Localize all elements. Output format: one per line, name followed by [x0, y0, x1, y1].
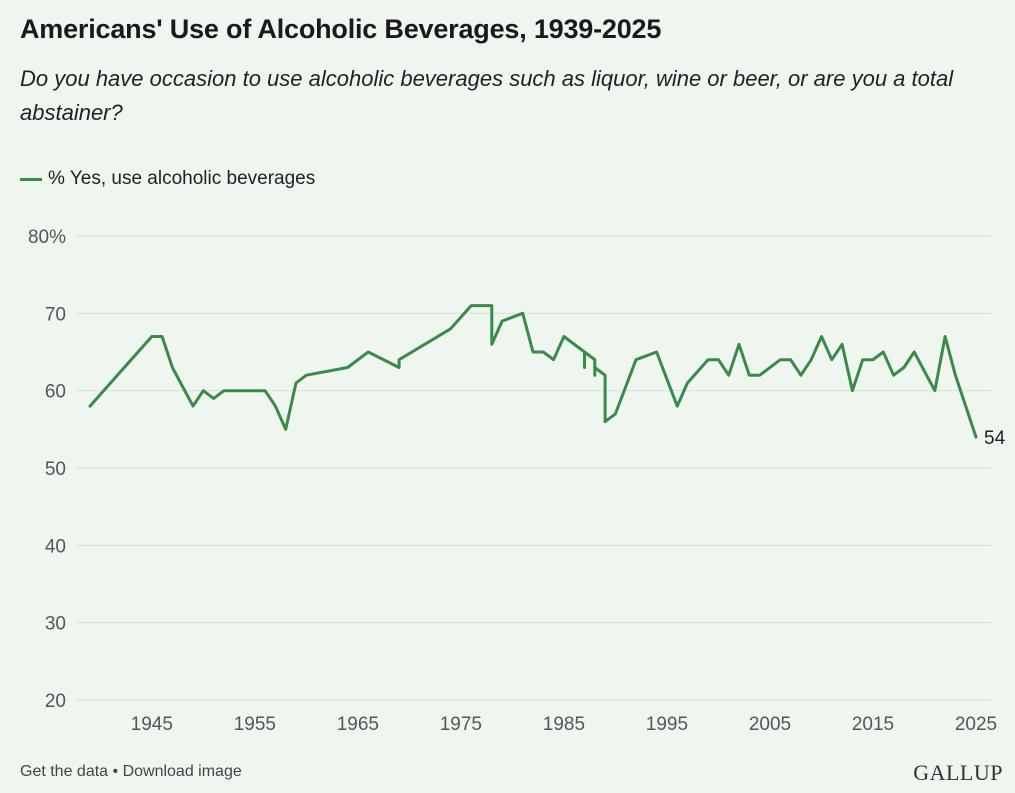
series-line-0: [88, 304, 978, 439]
y-tick-label-30: 30: [45, 614, 66, 635]
legend: % Yes, use alcoholic beverages: [20, 168, 315, 190]
footer-links: Get the data • Download image: [20, 763, 242, 781]
y-tick-label-40: 40: [45, 536, 66, 557]
get-data-link[interactable]: Get the data: [20, 763, 109, 780]
x-tick-label-2025: 2025: [955, 714, 997, 735]
x-tick-label-2015: 2015: [852, 714, 894, 735]
y-tick-label-60: 60: [45, 382, 66, 403]
chart-subtitle: Do you have occasion to use alcoholic be…: [20, 66, 954, 125]
download-image-link[interactable]: Download image: [122, 763, 242, 780]
x-tick-label-2005: 2005: [749, 714, 791, 735]
x-tick-label-1945: 1945: [131, 714, 173, 735]
x-tick-label-1965: 1965: [337, 714, 379, 735]
y-tick-label-70: 70: [45, 304, 66, 325]
footer-separator: •: [108, 763, 123, 780]
legend-label: % Yes, use alcoholic beverages: [48, 168, 316, 189]
x-tick-label-1985: 1985: [543, 714, 585, 735]
y-tick-label-80: 80%: [28, 227, 66, 248]
x-tick-label-1975: 1975: [440, 714, 482, 735]
x-tick-label-1995: 1995: [646, 714, 688, 735]
end-value-label: 54: [984, 428, 1006, 449]
chart-title: Americans' Use of Alcoholic Beverages, 1…: [20, 14, 662, 44]
y-tick-label-20: 20: [45, 691, 66, 712]
y-tick-label-50: 50: [45, 459, 66, 480]
gallup-logo: GALLUP: [913, 760, 1003, 785]
line-chart: 20 30 40 50 60 70 80% 1945 1955 1965 1975 1985 1995 2…: [28, 227, 1006, 735]
legend-line-swatch: [20, 177, 42, 181]
x-tick-label-1955: 1955: [234, 714, 276, 735]
